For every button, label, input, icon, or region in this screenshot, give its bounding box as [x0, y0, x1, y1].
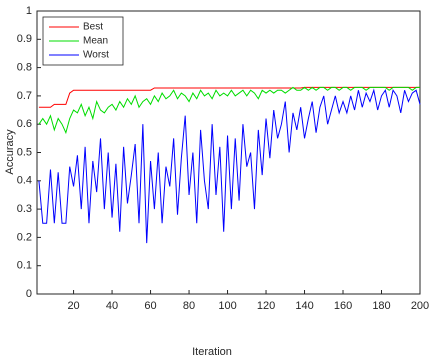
x-tick-label: 100: [218, 300, 236, 312]
x-tick-label: 200: [411, 300, 429, 312]
y-tick-label: 0.6: [17, 118, 32, 130]
x-tick-label: 140: [295, 300, 313, 312]
y-tick-label: 0.3: [17, 203, 32, 215]
x-tick-label: 120: [257, 300, 275, 312]
legend-label: Worst: [83, 50, 109, 61]
y-tick-label: 1: [26, 5, 32, 17]
legend-label: Best: [83, 22, 103, 33]
x-tick-label: 40: [106, 300, 118, 312]
x-tick-label: 180: [372, 300, 390, 312]
y-tick-label: 0.2: [17, 231, 32, 243]
series-line: [38, 86, 420, 135]
y-tick-label: 0: [26, 288, 32, 300]
x-tick-label: 160: [334, 300, 352, 312]
y-tick-label: 0.4: [17, 175, 32, 187]
x-tick-label: 60: [144, 300, 156, 312]
y-axis-label: Accuracy: [4, 129, 16, 175]
x-axis-label: Iteration: [192, 346, 232, 358]
series-line: [38, 88, 421, 244]
legend-label: Mean: [83, 36, 108, 47]
y-tick-label: 0.7: [17, 90, 32, 102]
x-tick-label: 20: [67, 300, 79, 312]
x-tick-label: 80: [183, 300, 195, 312]
y-tick-label: 0.1: [17, 260, 32, 272]
y-tick-label: 0.8: [17, 62, 32, 74]
y-tick-label: 0.5: [17, 146, 32, 158]
y-tick-label: 0.9: [17, 33, 32, 45]
